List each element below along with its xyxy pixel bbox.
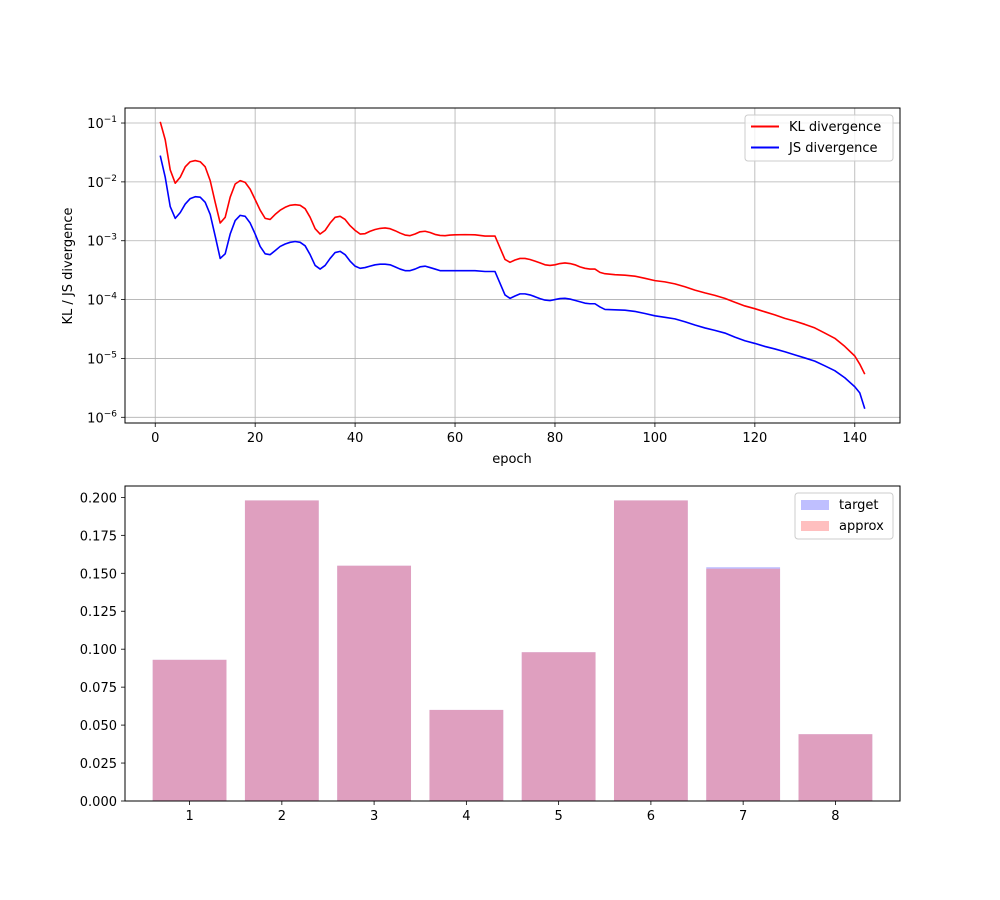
bottom-x-tick-label: 1 xyxy=(185,809,193,824)
top-x-axis-label: epoch xyxy=(492,452,532,467)
legend-label-approx: approx xyxy=(839,519,884,534)
top-x-tick-label: 120 xyxy=(742,431,767,446)
top-y-tick-label: 10−3 xyxy=(87,233,117,250)
top-x-tick-label: 40 xyxy=(347,431,364,446)
approx-bar xyxy=(429,709,504,801)
top-y-tick-mantissa: 10 xyxy=(87,294,104,309)
approx-bar xyxy=(244,500,319,801)
approx-bar xyxy=(706,568,781,801)
bottom-x-tick-label: 4 xyxy=(462,809,470,824)
bottom-y-tick-label: 0.200 xyxy=(80,491,117,506)
top-y-tick-exponent: −6 xyxy=(104,409,118,419)
top-y-tick-mantissa: 10 xyxy=(87,176,104,191)
bottom-y-tick-label: 0.100 xyxy=(80,643,117,658)
top-grid xyxy=(125,108,900,423)
bottom-x-tick-label: 6 xyxy=(647,809,655,824)
bottom-plot-frame xyxy=(124,485,901,802)
top-y-tick-exponent: −1 xyxy=(104,115,117,125)
legend-swatch-approx xyxy=(801,521,829,531)
approx-bar xyxy=(798,734,873,801)
legend-label-target: target xyxy=(839,498,879,513)
top-y-tick-label: 10−5 xyxy=(87,350,117,367)
bottom-x-ticks: 1 2 3 4 5 6 7 8 xyxy=(185,801,840,824)
top-legend: KL divergence JS divergence xyxy=(744,114,894,162)
approx-bar xyxy=(613,500,688,801)
approx-bar xyxy=(152,659,227,801)
top-y-tick-mantissa: 10 xyxy=(87,352,104,367)
top-y-tick-label: 10−2 xyxy=(87,174,117,191)
top-y-tick-exponent: −2 xyxy=(104,174,117,184)
top-y-tick-mantissa: 10 xyxy=(87,411,104,426)
bottom-x-tick-label: 5 xyxy=(554,809,562,824)
top-x-tick-label: 60 xyxy=(447,431,464,446)
top-x-ticks: 0 20 40 60 80 100 120 140 xyxy=(151,423,867,446)
bottom-y-tick-label: 0.125 xyxy=(80,605,117,620)
top-y-tick-label: 10−1 xyxy=(87,115,117,132)
bottom-y-ticks: 0.000 0.025 0.050 0.075 0.100 0.125 0.150 0.175… xyxy=(80,491,125,810)
bottom-bars-group xyxy=(152,500,873,801)
bottom-y-tick-label: 0.075 xyxy=(80,681,117,696)
bottom-x-tick-label: 2 xyxy=(278,809,286,824)
kl-divergence-line xyxy=(159,121,866,375)
top-y-tick-label: 10−4 xyxy=(87,292,117,309)
top-y-tick-exponent: −3 xyxy=(104,233,117,243)
bottom-x-tick-label: 8 xyxy=(831,809,839,824)
bottom-y-tick-label: 0.025 xyxy=(80,757,117,772)
top-x-tick-label: 80 xyxy=(547,431,564,446)
legend-swatch-target xyxy=(801,500,829,510)
top-legend-box xyxy=(744,114,894,162)
top-y-ticks: 10−610−510−410−310−210−1 xyxy=(87,115,125,426)
bottom-y-tick-label: 0.150 xyxy=(80,567,117,582)
bottom-legend: target approx xyxy=(794,492,894,540)
bottom-y-tick-label: 0.000 xyxy=(80,795,117,810)
bottom-x-tick-label: 7 xyxy=(739,809,747,824)
top-y-tick-mantissa: 10 xyxy=(87,235,104,250)
top-x-tick-label: 0 xyxy=(151,431,159,446)
top-x-tick-label: 140 xyxy=(842,431,867,446)
bottom-plot-area xyxy=(125,486,900,801)
top-series-group xyxy=(159,121,866,409)
bottom-y-tick-label: 0.175 xyxy=(80,529,117,544)
bottom-x-tick-label: 3 xyxy=(370,809,378,824)
top-y-tick-label: 10−6 xyxy=(87,409,117,426)
top-y-axis-label: KL / JS divergence xyxy=(61,208,76,325)
top-x-tick-label: 20 xyxy=(247,431,264,446)
top-x-tick-label: 100 xyxy=(642,431,667,446)
top-y-tick-exponent: −4 xyxy=(104,292,118,302)
approx-bar xyxy=(521,652,596,801)
top-plot-frame xyxy=(124,107,901,424)
js-divergence-line xyxy=(159,155,866,409)
bottom-y-tick-label: 0.050 xyxy=(80,719,117,734)
top-y-tick-mantissa: 10 xyxy=(87,117,104,132)
top-y-tick-exponent: −5 xyxy=(104,350,117,360)
legend-label-js: JS divergence xyxy=(788,141,878,156)
legend-label-kl: KL divergence xyxy=(789,120,881,135)
approx-bar xyxy=(337,565,412,801)
divergence-line-chart: 0 20 40 60 80 100 120 140 10−610−510−410−310−21… xyxy=(61,107,901,467)
